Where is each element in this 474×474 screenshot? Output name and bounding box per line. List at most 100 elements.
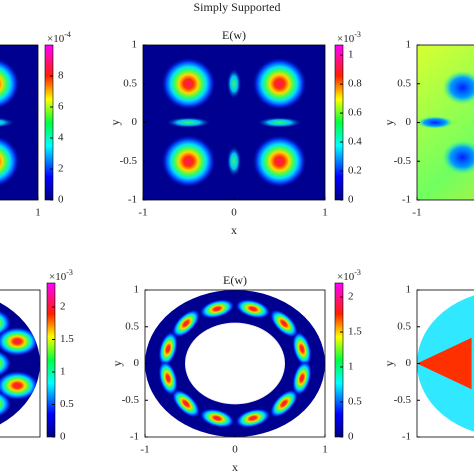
field-blob [199, 299, 235, 319]
field-blob [0, 117, 16, 128]
y-tick-label: 0.5 [123, 77, 137, 89]
x-tick-label: 0 [232, 444, 238, 456]
colorbar-tick-label: 0 [348, 194, 354, 206]
multiplier-base: ×10 [47, 33, 65, 45]
field [0, 45, 38, 200]
y-tick-label: -1 [130, 431, 139, 443]
field [417, 45, 474, 200]
y-tick-label: -1 [402, 431, 411, 443]
colorbar-tick-label: 0 [58, 194, 64, 206]
field [0, 290, 40, 437]
field-blob [161, 57, 216, 111]
field-blob [0, 326, 40, 357]
field-blob [0, 370, 40, 401]
y-tick-label: 1 [134, 284, 140, 296]
field [417, 290, 474, 437]
field-patch [417, 337, 472, 390]
multiplier-exponent: -3 [66, 268, 73, 277]
field [143, 45, 325, 200]
field-blob [0, 389, 12, 419]
field-blob [0, 58, 20, 110]
colorbar-tick-label: 8 [58, 70, 64, 82]
field-blob [158, 331, 178, 367]
colorbar-tick-label: 2 [58, 163, 64, 175]
y-axis-label: y [110, 361, 124, 367]
colorbar-tick-label: 0.5 [348, 396, 362, 408]
colorbar-tick-label: 1.5 [348, 326, 362, 338]
field-blob [417, 116, 454, 129]
x-tick-label: 1 [322, 207, 328, 219]
x-tick-label: 1 [35, 207, 41, 219]
field-blob [292, 360, 312, 396]
colorbar-tick-label: 6 [58, 101, 64, 113]
y-tick-label: 1 [406, 39, 412, 51]
field-blob [226, 145, 242, 177]
panel-title: E(w) [222, 28, 246, 42]
colorbar-tick-label: 0 [60, 431, 66, 443]
field-blob [235, 299, 271, 319]
colorbar-tick-label: 1 [348, 361, 354, 373]
colorbar-multiplier: ×10-3 [49, 268, 73, 283]
y-axis-label: y [382, 361, 396, 367]
axes-box [0, 44, 39, 201]
multiplier-base: ×10 [337, 271, 355, 283]
field-blob [226, 68, 242, 100]
multiplier-exponent: -3 [354, 268, 361, 277]
y-tick-label: -0.5 [120, 155, 138, 167]
multiplier-exponent: -4 [64, 30, 71, 39]
y-tick-label: -0.5 [394, 394, 412, 406]
field-blob [442, 70, 474, 105]
x-axis-label: x [231, 223, 237, 237]
colorbar-multiplier: ×10-3 [337, 268, 361, 283]
colorbar-tick-label: 2 [348, 291, 354, 303]
colorbar-tick-label: 0.8 [348, 78, 362, 90]
y-tick-label: 1 [406, 284, 412, 296]
field-blob [442, 140, 474, 175]
colorbar-multiplier: ×10-3 [337, 30, 361, 45]
colorbar-tick-label: 0.4 [348, 136, 362, 148]
colorbar-tick-label: 0 [348, 431, 354, 443]
colorbar-multiplier: ×10-4 [47, 30, 71, 45]
x-tick-label: -1 [412, 207, 421, 219]
y-tick-label: -1 [402, 194, 411, 206]
colorbar [334, 282, 344, 438]
x-tick-label: 0 [231, 207, 237, 219]
colorbar-tick-label: 4 [58, 132, 64, 144]
hole [185, 322, 285, 405]
colorbar-tick-label: 1 [348, 49, 354, 61]
panel-title: E(w) [223, 273, 247, 287]
colorbar [46, 282, 56, 438]
y-tick-label: 0.5 [397, 320, 411, 332]
field-blob [471, 119, 474, 126]
x-axis-label: x [232, 460, 238, 474]
colorbar-tick-label: 0.6 [348, 107, 362, 119]
multiplier-exponent: -3 [354, 30, 361, 39]
multiplier-base: ×10 [49, 271, 67, 283]
colorbar-tick-label: 1 [60, 366, 66, 378]
field-blob [252, 57, 307, 111]
field-blob [0, 348, 12, 379]
field-blob [165, 117, 212, 128]
colorbar-tick-label: 0.2 [348, 165, 362, 177]
colorbar-tick-label: 0.5 [60, 398, 74, 410]
y-tick-label: 0 [132, 116, 138, 128]
field-blob [252, 134, 307, 188]
colorbar [44, 44, 54, 201]
x-tick-label: -1 [140, 444, 149, 456]
colorbar-tick-label: 1.5 [60, 333, 74, 345]
field-blob [158, 360, 178, 396]
field-blob [256, 117, 303, 128]
y-tick-label: -0.5 [394, 155, 412, 167]
y-tick-label: 0.5 [125, 320, 139, 332]
y-tick-label: 0 [134, 357, 140, 369]
y-tick-label: -1 [128, 194, 137, 206]
y-axis-label: y [382, 120, 396, 126]
axes-box [0, 289, 41, 438]
field-blob [171, 389, 201, 418]
figure-title: Simply Supported [193, 0, 280, 14]
x-tick-label: -1 [138, 207, 147, 219]
field-blob [292, 331, 312, 367]
y-axis-label: y [108, 120, 122, 126]
y-tick-label: 0.5 [397, 77, 411, 89]
